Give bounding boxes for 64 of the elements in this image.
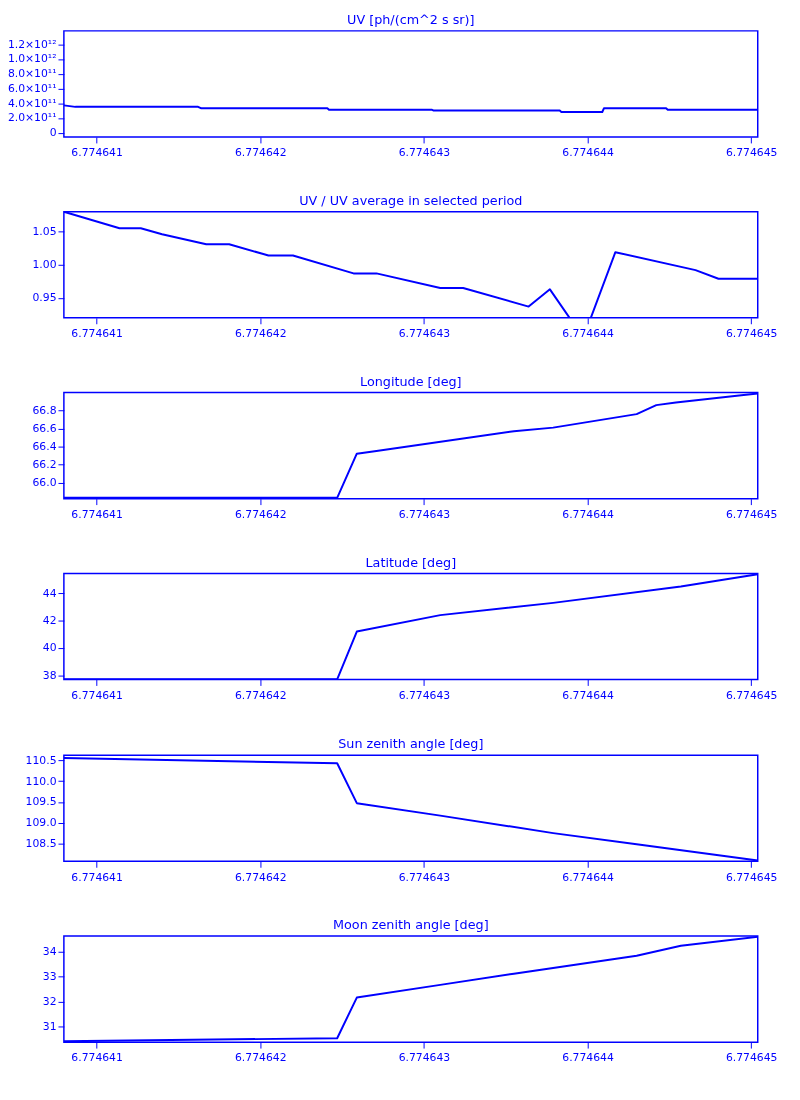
x-tick-label: 6.774642 [234, 146, 287, 160]
chart-title: Latitude [deg] [365, 554, 457, 570]
x-tick-label: 6.774643 [398, 870, 451, 884]
x-tick-label: 6.774644 [562, 870, 614, 884]
y-tick-label: 66.8 [32, 403, 57, 417]
y-tick-label: 31 [42, 1019, 57, 1033]
x-tick-label: 6.774644 [562, 507, 614, 521]
y-tick-label: 38 [42, 668, 57, 682]
y-tick-label: 66.4 [32, 439, 57, 453]
x-tick-label: 6.774644 [562, 146, 614, 160]
y-tick-label: 6.0×10¹¹ [7, 81, 57, 95]
y-tick-label: 33 [42, 970, 57, 984]
x-tick-label: 6.774643 [398, 688, 451, 702]
x-tick-label: 6.774645 [725, 507, 778, 521]
x-tick-label: 6.774641 [71, 870, 123, 884]
y-tick-label: 110.0 [25, 774, 57, 788]
y-tick-label: 66.6 [32, 421, 57, 435]
y-tick-label: 0.95 [32, 291, 57, 305]
y-tick-label: 8.0×10¹¹ [7, 67, 57, 81]
y-tick-label: 1.0×10¹² [7, 52, 57, 66]
x-tick-label: 6.774643 [398, 327, 451, 341]
y-tick-label: 66.2 [32, 457, 57, 471]
x-tick-label: 6.774641 [71, 1051, 123, 1065]
y-tick-label: 1.2×10¹² [7, 37, 57, 51]
x-tick-label: 6.774642 [234, 688, 287, 702]
x-tick-label: 6.774643 [398, 146, 451, 160]
y-tick-label: 40 [42, 641, 57, 655]
y-tick-label: 34 [42, 945, 57, 959]
x-tick-label: 6.774644 [562, 688, 614, 702]
x-tick-label: 6.774643 [398, 507, 451, 521]
x-tick-label: 6.774645 [725, 1051, 778, 1065]
y-tick-label: 32 [42, 995, 57, 1009]
x-tick-label: 6.774643 [398, 1051, 451, 1065]
x-tick-label: 6.774644 [562, 1051, 614, 1065]
chart-title: UV / UV average in selected period [299, 192, 523, 208]
x-tick-label: 6.774642 [234, 870, 287, 884]
x-tick-label: 6.774641 [71, 507, 123, 521]
x-tick-label: 6.774642 [234, 327, 287, 341]
x-tick-label: 6.774645 [725, 688, 778, 702]
x-tick-label: 6.774642 [234, 1051, 287, 1065]
chart-title: Longitude [deg] [360, 373, 462, 389]
y-tick-label: 42 [42, 614, 57, 628]
chart-title: Moon zenith angle [deg] [333, 917, 489, 933]
x-tick-label: 6.774645 [725, 327, 778, 341]
y-tick-label: 110.5 [25, 753, 57, 767]
x-tick-label: 6.774641 [71, 327, 123, 341]
chart-title: Sun zenith angle [deg] [338, 735, 484, 751]
y-tick-label: 109.5 [25, 795, 57, 809]
y-tick-label: 108.5 [25, 836, 57, 850]
y-tick-label: 4.0×10¹¹ [7, 96, 57, 110]
x-tick-label: 6.774645 [725, 146, 778, 160]
y-tick-label: 1.05 [32, 225, 57, 239]
x-tick-label: 6.774645 [725, 870, 778, 884]
y-tick-label: 1.00 [32, 258, 57, 272]
y-tick-label: 44 [42, 586, 57, 600]
x-tick-label: 6.774642 [234, 507, 287, 521]
chart-title: UV [ph/(cm^2 s sr)] [347, 12, 475, 27]
y-tick-label: 2.0×10¹¹ [7, 111, 57, 125]
x-tick-label: 6.774641 [71, 688, 123, 702]
y-tick-label: 0 [49, 126, 57, 140]
x-tick-label: 6.774641 [71, 146, 123, 160]
x-tick-label: 6.774644 [562, 327, 614, 341]
y-tick-label: 66.0 [32, 475, 57, 489]
y-tick-label: 109.0 [25, 816, 57, 830]
